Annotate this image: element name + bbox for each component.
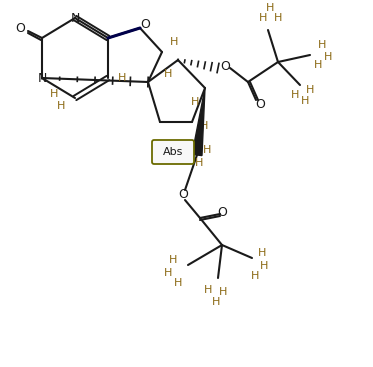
Text: H: H [204,285,212,295]
Text: H: H [260,261,268,271]
Text: O: O [217,207,227,219]
Text: H: H [195,158,203,168]
Text: H: H [57,101,65,111]
Text: H: H [178,145,186,155]
Text: H: H [251,271,259,281]
Text: N: N [70,11,80,25]
Text: H: H [118,73,126,83]
Text: O: O [15,22,25,34]
Text: H: H [318,40,326,50]
Text: H: H [306,85,314,95]
Text: H: H [191,97,199,107]
Text: H: H [164,268,172,278]
FancyBboxPatch shape [152,140,194,164]
Text: O: O [255,98,265,110]
Text: H: H [266,3,274,13]
Text: H: H [258,248,266,258]
Text: H: H [164,69,172,79]
Text: H: H [324,52,332,62]
Text: N: N [37,72,47,84]
Text: O: O [220,59,230,73]
Text: H: H [50,89,58,99]
Text: H: H [314,60,322,70]
Text: H: H [212,297,220,307]
Text: O: O [178,189,188,201]
Text: H: H [170,37,178,47]
Text: H: H [200,121,208,131]
Text: H: H [219,287,227,297]
Text: H: H [291,90,299,100]
Polygon shape [192,88,205,156]
Text: H: H [203,145,211,155]
Text: Abs: Abs [163,147,183,157]
Text: H: H [301,96,309,106]
Text: H: H [274,13,282,23]
Text: H: H [169,255,177,265]
Text: O: O [140,18,150,30]
Text: H: H [259,13,267,23]
Text: H: H [174,278,182,288]
